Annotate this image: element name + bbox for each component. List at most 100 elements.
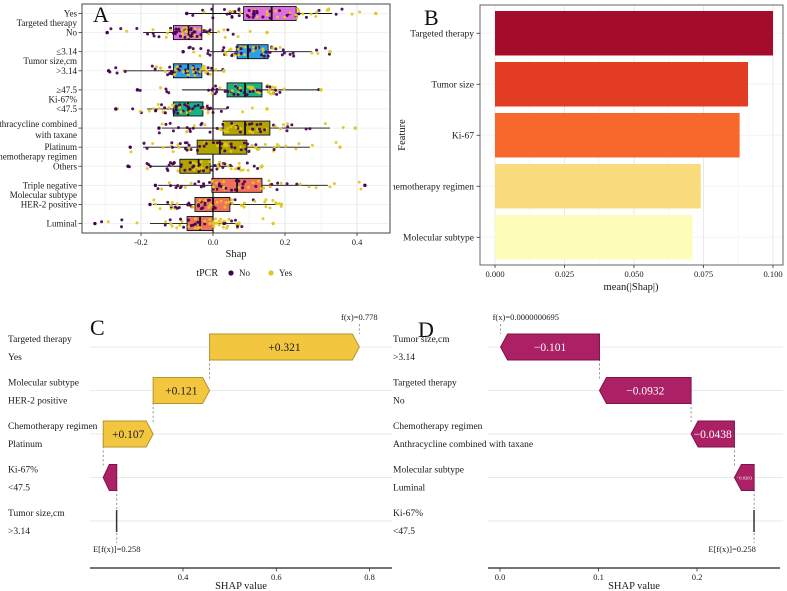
- jitter-points-row-9: [153, 179, 367, 192]
- waterfall-arrow-row-2: [102, 420, 154, 448]
- row-level-label: Luminal: [47, 219, 78, 229]
- waterfall-arrow-row-1: [152, 377, 211, 404]
- bar-label-3: Chemotherapy regimen: [393, 182, 474, 192]
- legend-dot-yes: [268, 270, 274, 276]
- jitter-points-row-10: [148, 198, 284, 211]
- fx-label: f(x)=0.778: [341, 312, 378, 322]
- panel-b-letter: B: [424, 5, 439, 30]
- x-axis-title: Shap: [226, 249, 247, 260]
- row-level-label: HER-2 positive: [8, 397, 67, 407]
- arrow-value-label: +0.121: [165, 386, 198, 398]
- row-level-label: Others: [53, 161, 77, 171]
- panel-d-waterfall-negative: −0.101 Tumor size,cm >3.14 −0.0932 Targeted …: [393, 312, 783, 591]
- row-level-label: >3.14: [8, 527, 30, 537]
- x-tick-label: 0.8: [364, 572, 375, 582]
- row-level-label: No: [393, 397, 405, 407]
- bar-label-4: Molecular subtype: [403, 233, 474, 243]
- panel-c-waterfall-positive: +0.321 Targeted therapy Yes +0.121 Molecular…: [8, 312, 392, 591]
- row-feature-label: Chemotherapy regimen: [393, 422, 483, 432]
- jitter-points-row-0: [185, 7, 378, 20]
- jitter-points-row-4: [135, 83, 323, 97]
- group-label: Molecular subtype: [10, 190, 77, 200]
- bar-0: [495, 11, 773, 56]
- x-tick-label: 0.075: [694, 269, 713, 279]
- panel-a-shap-boxplot: Yes No ≤3.14 >3.14 ≥47.5 <47.5 Anthracycline c…: [0, 3, 391, 279]
- legend-label-yes: Yes: [279, 268, 293, 278]
- row-level-label: >3.14: [393, 353, 415, 363]
- arrow-value-label: −0.0932: [626, 386, 664, 398]
- row-feature-label: Targeted therapy: [8, 335, 72, 345]
- row-feature-label: Ki-67%: [8, 466, 38, 476]
- legend-label-no: No: [239, 268, 250, 278]
- jitter-points-row-5: [114, 102, 269, 115]
- panel-a-letter: A: [93, 2, 109, 27]
- x-tick-label: 0.050: [624, 269, 643, 279]
- jitter-points-row-2: [181, 45, 332, 58]
- x-tick-label: 0.0: [208, 237, 219, 247]
- x-tick-label: 0.0: [495, 572, 506, 582]
- row-feature-label: Chemotherapy regimen: [8, 422, 98, 432]
- waterfall-arrow-row-2: [690, 420, 735, 448]
- ef-label: E[f(x)]=0.258: [93, 544, 141, 554]
- row-level-label: >3.14: [56, 66, 77, 76]
- legend-title: tPCR: [196, 268, 218, 279]
- row-level-label: <47.5: [56, 104, 77, 114]
- x-axis-title: SHAP value: [608, 581, 660, 591]
- x-tick-label: 0.000: [485, 269, 504, 279]
- waterfall-arrow-row-3: [733, 464, 755, 491]
- jitter-points-row-8: [126, 160, 264, 173]
- bar-label-1: Tumor size: [431, 80, 474, 90]
- waterfall-arrow-row-3: [102, 464, 118, 491]
- bar-1: [495, 62, 748, 107]
- row-level-label: <47.5: [393, 527, 415, 537]
- jitter-points-row-11: [93, 217, 275, 230]
- row-feature-label: Tumor size,cm: [393, 335, 450, 345]
- row-level-label: Platinum: [8, 440, 43, 450]
- arrow-value-label: −0.0203: [737, 475, 753, 480]
- group-label: Targeted therapy: [17, 18, 78, 28]
- bar-label-2: Ki-67: [452, 131, 474, 141]
- waterfall-arrow-row-0: [500, 333, 600, 361]
- group-label: Tumor size,cm: [23, 56, 77, 66]
- legend-dot-no: [228, 270, 234, 276]
- row-level-label: Yes: [8, 353, 22, 363]
- panel-d-letter: D: [418, 317, 434, 342]
- x-axis-title: mean(|Shap|): [604, 282, 659, 293]
- jitter-points-row-7: [128, 141, 342, 154]
- bar-3: [495, 164, 701, 209]
- row-level-label: Platinum: [44, 142, 77, 152]
- x-tick-label: 0.4: [352, 237, 363, 247]
- box-row-7: [196, 139, 248, 155]
- bar-label-0: Targeted therapy: [410, 29, 474, 39]
- fx-label: f(x)=0.0000000695: [493, 312, 559, 322]
- x-tick-label: 0.2: [692, 572, 703, 582]
- waterfall-arrow-row-0: [209, 333, 360, 361]
- y-axis-title: Feature: [397, 119, 408, 151]
- row-feature-label: Molecular subtype: [8, 379, 79, 389]
- group-label: Ki-67%: [49, 94, 78, 104]
- row-feature-label: Ki-67%: [393, 509, 423, 519]
- arrow-value-label: +0.321: [268, 342, 301, 354]
- x-tick-label: -0.2: [134, 237, 147, 247]
- x-tick-label: 0.2: [280, 237, 291, 247]
- x-tick-label: 0.100: [763, 269, 782, 279]
- jitter-points-row-3: [106, 64, 226, 77]
- bar-2: [495, 113, 740, 158]
- panel-c-letter: C: [90, 315, 105, 340]
- panel-b-feature-importance-bars: Targeted therapy Tumor size Ki-67 Chemother…: [393, 4, 784, 293]
- x-tick-label: 0.6: [271, 572, 282, 582]
- x-tick-label: 0.025: [555, 269, 574, 279]
- row-level-label: ≤3.14: [56, 47, 77, 57]
- arrow-value-label: −0.0438: [694, 429, 732, 441]
- row-feature-label: Molecular subtype: [393, 466, 464, 476]
- row-level-label: Anthracycline combined with taxane: [393, 440, 533, 450]
- jitter-points-row-1: [105, 26, 269, 39]
- row-level-label: Luminal: [393, 484, 426, 494]
- panel-border: [81, 3, 391, 234]
- arrow-value-label: +0.107: [112, 429, 145, 441]
- arrow-value-label: −0.101: [534, 342, 567, 354]
- jitter-points-row-6: [157, 121, 357, 135]
- row-level-label: HER-2 positive: [21, 199, 77, 209]
- row-level-label: ≥47.5: [56, 85, 77, 95]
